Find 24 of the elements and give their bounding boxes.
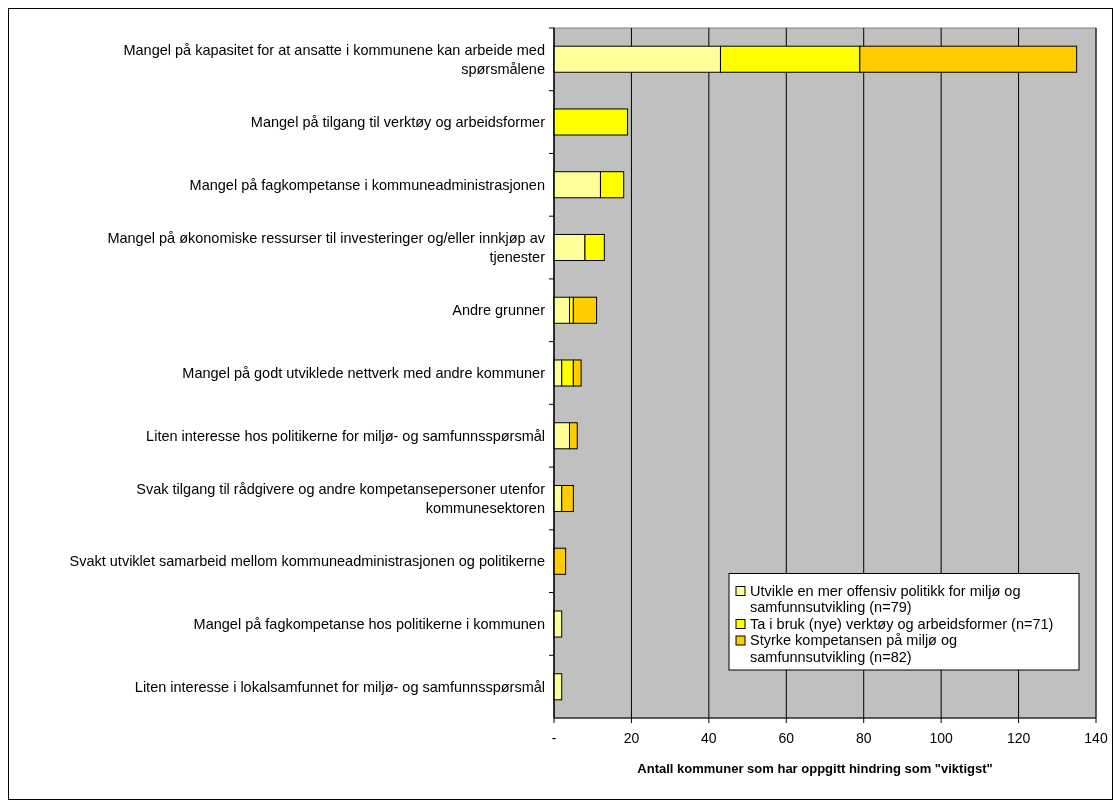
y-tick-label: Mangel på tilgang til verktøy og arbeidsformer xyxy=(250,113,546,130)
x-tick-label: - xyxy=(551,730,557,746)
y-tick-label: Mangel på økonomiske ressurser til investeringer og/eller innkjøp av tjenester xyxy=(107,229,546,265)
y-tick-label: Svak tilgang til rådgivere og andre kompetansepersoner utenfor kommunesektoren xyxy=(136,481,546,517)
x-tick-label: 40 xyxy=(701,730,717,746)
x-tick-label: 60 xyxy=(778,730,795,746)
y-tick-label: Liten interesse hos politikerne for miljø- og samfunnsspørsmål xyxy=(146,427,545,444)
y-tick-label: Mangel på fagkompetanse i kommuneadministrasjonen xyxy=(189,176,545,193)
y-tick-label: Mangel på fagkompetanse hos politikerne i kommunen xyxy=(193,616,545,633)
x-tick-label: 20 xyxy=(623,730,640,746)
x-tick-label: 80 xyxy=(855,730,872,746)
y-tick-label: Andre grunner xyxy=(452,302,546,319)
legend-label: Styrke kompetansen på miljø og samfunnsutvikling (n=82) xyxy=(750,632,958,665)
bar xyxy=(572,296,598,324)
x-tick-label: 100 xyxy=(929,730,954,746)
y-tick-label: Liten interesse i lokalsamfunnet for miljø- og samfunnsspørsmål xyxy=(134,678,545,695)
y-tick-label: Mangel på godt utviklede nettverk med andre kommuner xyxy=(182,365,546,381)
legend-label: Utvikle en mer offensiv politikk for miljø og samfunnsutvikling (n=79) xyxy=(750,582,1021,615)
legend-label: Ta i bruk (nye) verktøy og arbeidsformer (n=71) xyxy=(750,615,1054,632)
x-tick-label: 120 xyxy=(1006,730,1031,746)
y-tick-label: Mangel på kapasitet for at ansatte i kommunene kan arbeide med spørsmålene xyxy=(123,41,545,77)
y-tick-label: Svakt utviklet samarbeid mellom kommuneadministrasjonen og politikerne xyxy=(69,553,545,570)
x-axis-title: Antall kommuner som har oppgitt hindring som "viktigst" xyxy=(637,761,993,776)
x-tick-label: 140 xyxy=(1084,730,1108,746)
